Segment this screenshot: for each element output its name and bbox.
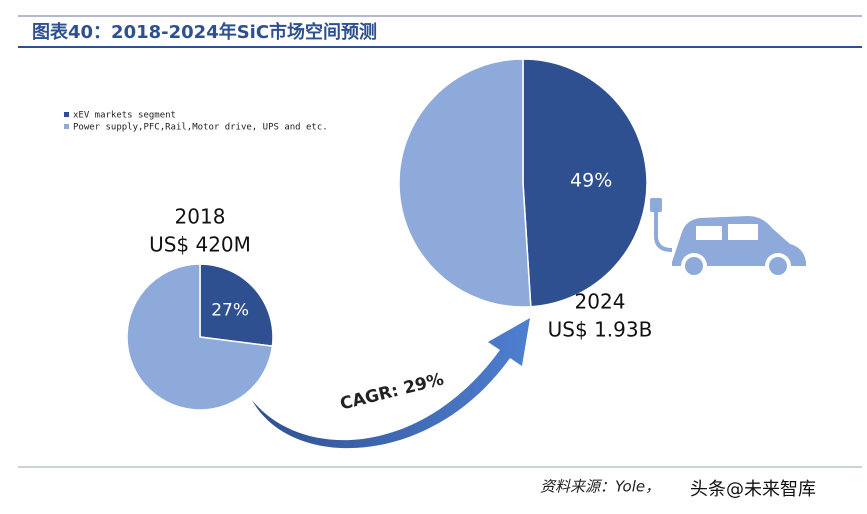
pie-total: US$ 420M <box>149 233 251 257</box>
data-label: 27% <box>211 300 249 320</box>
pie-slice <box>398 58 532 308</box>
car-icon <box>650 198 806 279</box>
data-label: 49% <box>570 169 612 191</box>
chart-title: 图表40：2018-2024年SiC市场空间预测 <box>32 21 377 43</box>
legend-label: Power supply,PFC,Rail,Motor drive, UPS a… <box>73 123 328 133</box>
watermark: 头条@未来智库 <box>690 479 816 500</box>
legend-label: xEV markets segment <box>73 111 176 121</box>
pie-slice <box>522 58 648 308</box>
pie-slice <box>199 263 274 347</box>
legend-swatch <box>64 112 69 117</box>
pie-year: 2018 <box>175 205 226 229</box>
pie-year: 2024 <box>575 290 626 314</box>
source: 资料来源：Yole， <box>540 478 660 496</box>
pie-total: US$ 1.93B <box>548 318 653 342</box>
legend-swatch <box>64 124 69 129</box>
cagr-annotation: CAGR: 29% <box>338 369 446 414</box>
pie-slice <box>126 263 274 411</box>
growth-arrow <box>252 318 530 449</box>
